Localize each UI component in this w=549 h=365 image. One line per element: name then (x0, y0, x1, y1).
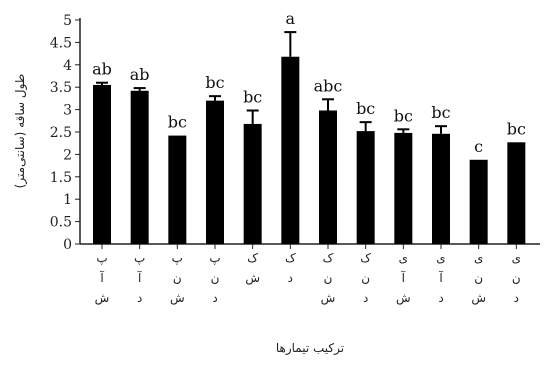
bar (394, 132, 413, 244)
error-bars-group (96, 31, 447, 134)
y-tick-label: 1 (63, 192, 72, 208)
bar (507, 142, 526, 244)
bar (469, 159, 488, 244)
significance-label: ab (130, 65, 150, 84)
y-tick-label: 3 (63, 103, 72, 119)
significance-label: bc (205, 73, 224, 92)
significance-label: abc (314, 76, 343, 95)
significance-label: bc (243, 87, 262, 106)
bar (319, 110, 337, 244)
bar (168, 135, 187, 244)
significance-label: bc (356, 99, 375, 118)
y-tick-label: 0.5 (50, 215, 72, 231)
y-tick-label: 1.5 (50, 170, 72, 186)
bar (130, 90, 149, 244)
y-tick-label: 4 (63, 58, 72, 74)
significance-label: a (286, 9, 296, 28)
bars-group (93, 56, 526, 249)
y-tick-label: 3.5 (50, 80, 72, 96)
x-axis-label: ترکیب تیمارها (276, 341, 344, 356)
y-tick-label: 4.5 (50, 35, 72, 51)
bar (432, 133, 450, 244)
significance-label: bc (431, 103, 450, 122)
bar (281, 56, 300, 245)
significance-label: bc (168, 113, 187, 132)
bar (206, 100, 224, 244)
y-axis-ticks: 0 0.5 1 1.5 2 2.5 3 3.5 4 4.5 5 (50, 13, 80, 253)
y-tick-label: 2 (63, 147, 72, 163)
bar (93, 84, 111, 245)
y-tick-label: 2.5 (50, 125, 72, 141)
y-tick-label: 0 (63, 237, 72, 253)
y-tick-label: 5 (63, 13, 72, 29)
significance-label: bc (394, 106, 413, 125)
significance-label: bc (507, 119, 526, 138)
significance-label: ab (92, 60, 112, 79)
bar (243, 123, 262, 244)
significance-label: c (474, 137, 483, 156)
y-axis-label: طول ساقه (سانتی‌متر) (13, 74, 28, 189)
category-labels-group: پ آ ش پ آ د پ ن ش پ ن د ک ش ک د ک ن ش ک ن د ی آ ش ی آ د ی ن ش ی ن د (95, 251, 521, 306)
bar (356, 131, 375, 244)
